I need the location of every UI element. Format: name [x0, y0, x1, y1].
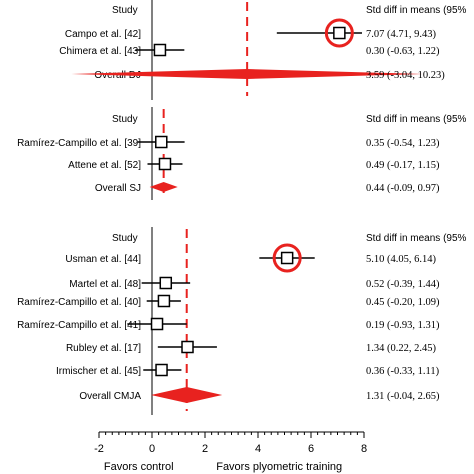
study-label: Campo et al. [42]: [65, 29, 141, 40]
overall-diamond: [149, 182, 178, 192]
overall-diamond: [150, 387, 223, 403]
study-header: Study: [112, 114, 138, 125]
ci-value: 5.10 (4.05, 6.14): [366, 254, 436, 265]
highlight-circle: [324, 18, 354, 48]
study-label: Ramírez-Campillo et al. [40]: [17, 297, 141, 308]
ci-value: 7.07 (4.71, 9.43): [366, 29, 436, 40]
tick-label: 0: [149, 443, 155, 455]
overall-ci-value: 1.31 (-0.04, 2.65): [366, 391, 440, 402]
effect-marker: [181, 340, 194, 354]
stat-header: Std diff in means (95%: [366, 233, 467, 244]
overall-ci-value: 0.44 (-0.09, 0.97): [366, 183, 440, 194]
study-label: Martel et al. [48]: [69, 279, 141, 290]
ci-value: 0.49 (-0.17, 1.15): [366, 160, 440, 171]
favors-plyometric-label: Favors plyometric training: [216, 461, 342, 473]
overall-label: Overall CMJA: [79, 391, 141, 402]
overall-label: Overall SJ: [95, 183, 141, 194]
study-header: Study: [112, 233, 138, 244]
effect-marker: [280, 251, 294, 265]
effect-marker: [153, 43, 167, 57]
study-label: Chimera et al. [43]: [59, 46, 141, 57]
overall-label: Overall DJ: [94, 70, 141, 81]
highlight-circle: [272, 243, 302, 273]
ci-value: 0.36 (-0.33, 1.11): [366, 366, 440, 377]
ci-value: 0.52 (-0.39, 1.44): [366, 279, 440, 290]
tick-label: 4: [255, 443, 261, 455]
tick-label: -2: [94, 443, 104, 455]
effect-marker: [333, 26, 346, 40]
ci-value: 1.34 (0.22, 2.45): [366, 343, 436, 354]
ci-value: 0.45 (-0.20, 1.09): [366, 297, 440, 308]
tick-label: 6: [308, 443, 314, 455]
stat-header: Std diff in means (95%: [366, 5, 467, 16]
effect-marker: [155, 135, 168, 149]
overall-ci-value: 3.59 (-3.04, 10.23): [366, 70, 445, 81]
effect-marker: [150, 317, 164, 331]
effect-marker: [157, 294, 171, 308]
favors-control-label: Favors control: [104, 461, 174, 473]
tick-label: 2: [202, 443, 208, 455]
study-label: Ramírez-Campillo et al. [39]: [17, 138, 141, 149]
effect-marker: [158, 157, 172, 171]
effect-marker: [155, 363, 168, 377]
study-label: Irmischer et al. [45]: [56, 366, 141, 377]
effect-marker: [159, 276, 173, 290]
tick-label: 8: [361, 443, 367, 455]
study-label: Attene et al. [52]: [68, 160, 141, 171]
study-label: Rubley et al. [17]: [66, 343, 141, 354]
ci-value: 0.35 (-0.54, 1.23): [366, 138, 440, 149]
overall-diamond: [71, 69, 424, 79]
study-label: Usman et al. [44]: [65, 254, 141, 265]
ci-value: 0.30 (-0.63, 1.22): [366, 46, 440, 57]
stat-header: Std diff in means (95%: [366, 114, 467, 125]
study-label: Ramírez-Campillo et al. [41]: [17, 320, 141, 331]
ci-value: 0.19 (-0.93, 1.31): [366, 320, 440, 331]
study-header: Study: [112, 5, 138, 16]
